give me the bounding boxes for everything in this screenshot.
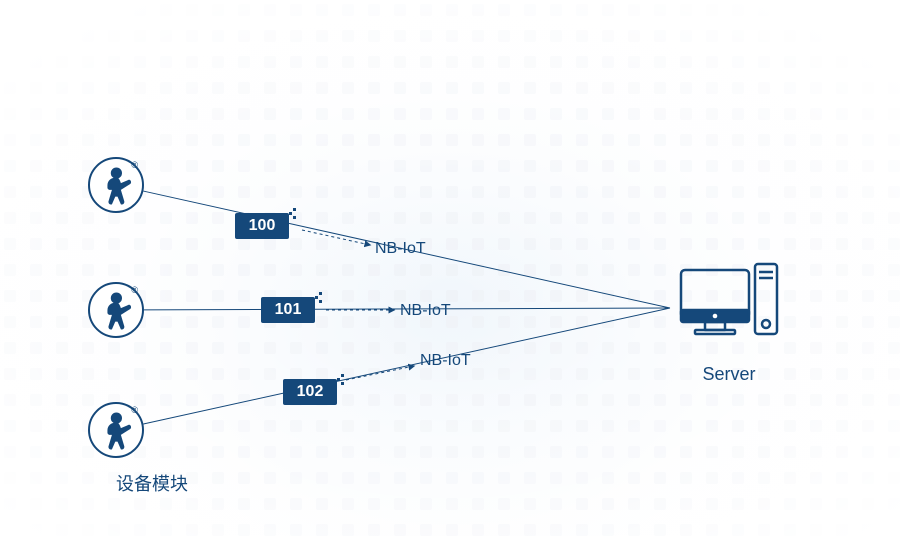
transmission-arrow xyxy=(302,230,370,245)
packet-101: 101 xyxy=(261,297,315,323)
device-node-d2: ® xyxy=(88,282,144,338)
device-group-label: 设备模块 xyxy=(116,470,188,496)
packet-100: 100 xyxy=(235,213,289,239)
signal-bits-icon xyxy=(333,372,347,386)
nb-iot-label: NB-IoT xyxy=(400,302,451,320)
signal-bits-icon xyxy=(285,206,299,220)
transmission-arrow xyxy=(346,366,414,380)
signal-bits-icon xyxy=(311,290,325,304)
packet-label: 101 xyxy=(275,301,302,319)
device-node-d3: ® xyxy=(88,402,144,458)
packet-label: 102 xyxy=(297,383,324,401)
server-icon xyxy=(675,250,783,358)
nb-iot-label: NB-IoT xyxy=(375,240,426,258)
nb-iot-label: NB-IoT xyxy=(420,352,471,370)
packet-label: 100 xyxy=(249,217,276,235)
diagram-stage: ® ® ® 设备模块 100 NB-IoT 101 NB-IoT 102 NB-IoT Ser… xyxy=(0,0,900,536)
registered-mark: ® xyxy=(131,285,138,295)
packet-102: 102 xyxy=(283,379,337,405)
server-label: Server xyxy=(702,364,755,385)
connection-line xyxy=(143,308,670,424)
server-node: Server xyxy=(675,250,783,385)
registered-mark: ® xyxy=(131,160,138,170)
registered-mark: ® xyxy=(131,405,138,415)
device-node-d1: ® xyxy=(88,157,144,213)
